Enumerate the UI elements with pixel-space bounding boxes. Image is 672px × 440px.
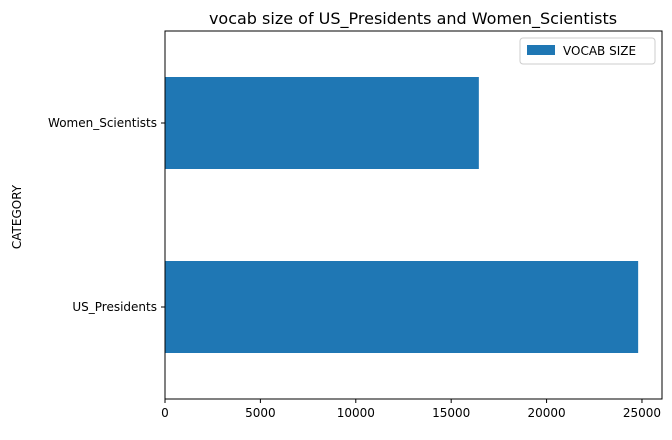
y-tick-label: Women_Scientists — [48, 116, 157, 130]
legend-label: VOCAB SIZE — [563, 44, 636, 58]
x-tick-label: 10000 — [337, 406, 375, 420]
bar-women-scientists — [165, 77, 479, 169]
chart-title: vocab size of US_Presidents and Women_Sc… — [209, 9, 617, 29]
x-tick-label: 5000 — [245, 406, 276, 420]
x-tick-label: 15000 — [432, 406, 470, 420]
y-tick-label: US_Presidents — [72, 300, 157, 314]
legend-swatch — [527, 45, 555, 55]
y-axis-label: CATEGORY — [10, 184, 24, 249]
x-tick-label: 0 — [161, 406, 169, 420]
legend-box — [519, 37, 656, 65]
y-axis: US_Presidents Women_Scientists — [48, 116, 165, 314]
bars-group — [165, 77, 639, 353]
axes-frame — [164, 30, 663, 400]
bar-us-presidents — [165, 261, 639, 353]
x-tick-label: 20000 — [527, 406, 565, 420]
x-axis: 0 5000 10000 15000 20000 25000 — [161, 399, 661, 420]
x-tick-label: 25000 — [623, 406, 661, 420]
legend: VOCAB SIZE — [519, 37, 656, 65]
